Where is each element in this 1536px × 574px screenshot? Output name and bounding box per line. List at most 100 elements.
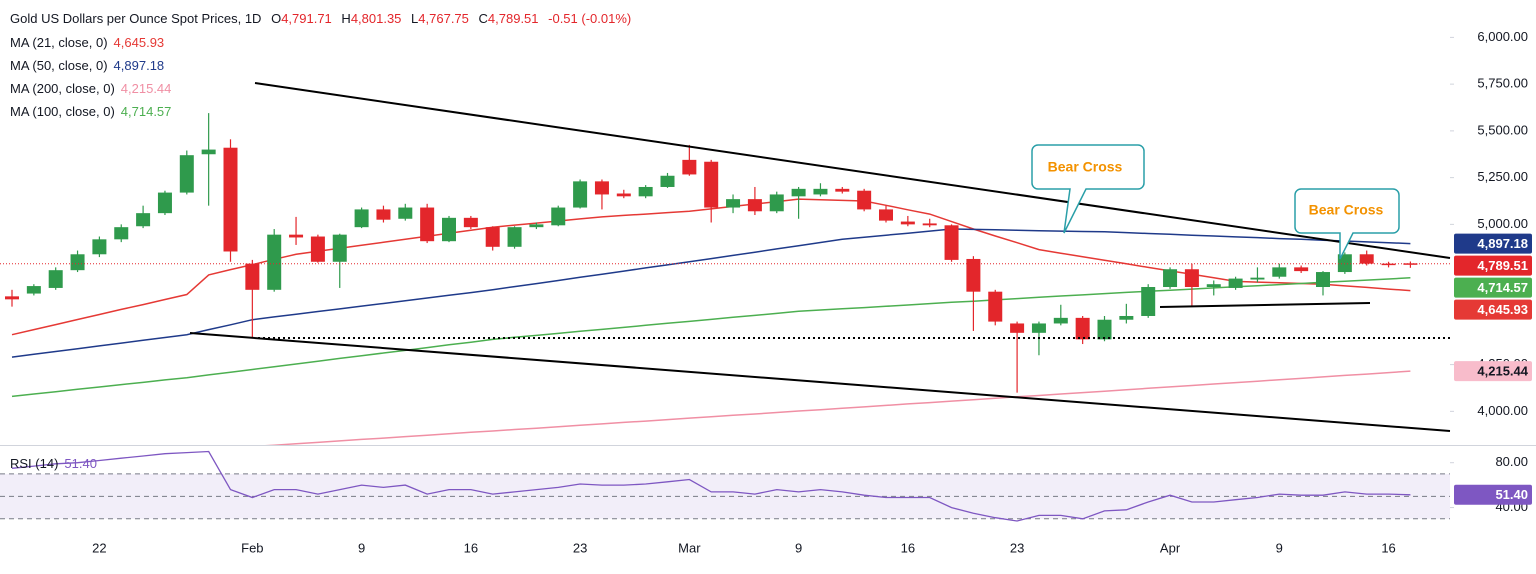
candle-body [1316,272,1330,288]
candle-body [26,286,41,294]
trendline [254,82,1451,259]
price-label: 4,215.44 [1477,364,1528,379]
candle-body [594,181,609,195]
candle-body [944,225,959,260]
trendline [189,332,1451,432]
axes: 6,000.00 5,750.00 5,500.00 5,250.00 5,000.00… [92,29,1532,555]
rsi-label-box [1454,484,1532,505]
candle-body [201,149,216,155]
x-tick-label: 9 [795,540,802,555]
legend-value: 4,714.57 [121,104,172,119]
candle-body [1141,287,1156,316]
candle-body [1206,284,1221,288]
rsi-label: 51.40 [1495,487,1528,502]
ohlc-key: O [271,11,281,26]
candle-body [1184,269,1199,288]
candle-body [245,263,260,290]
x-tick-label: 22 [92,540,106,555]
rsi-plot [0,450,1450,522]
candle-body [1228,278,1243,288]
candle-body [310,236,325,262]
candle-body [988,291,1003,322]
candle-body [376,209,391,220]
change: -0.51 (-0.01%) [548,11,631,26]
legend-name: MA (21, close, 0) [10,35,108,50]
price-label: 4,645.93 [1477,302,1528,317]
ohlc-value: 4,791.71 [281,11,332,26]
ohlc-value: 4,801.35 [351,11,402,26]
candle-body [1272,267,1287,277]
candle-body [1294,267,1309,272]
callout [1031,144,1145,234]
annotation: Bear Cross [1309,202,1384,218]
candle-body [835,188,850,192]
legend-entry: MA (100, close, 0) 4,714.57 [10,104,171,119]
y-tick-label: 80.00 [1495,454,1528,469]
candle-body [966,258,981,292]
rsi-value: 51.40 [64,456,97,471]
candle-body [769,194,784,212]
candle-body [726,199,741,208]
legend-name: MA (200, close, 0) [10,81,115,96]
candle-body [922,223,937,226]
candle-body [289,234,304,238]
legend-entry: MA (50, close, 0) 4,897.18 [10,58,164,73]
candle-body [857,190,872,210]
legend-name: MA (100, close, 0) [10,104,115,119]
x-tick-label: Apr [1160,540,1181,555]
rsi-name: RSI (14) [10,456,58,471]
y-tick-label: 5,750.00 [1477,76,1528,91]
candle-body [879,209,893,221]
candle-body [442,217,456,242]
price-label-box [1454,255,1532,276]
x-tick-label: Mar [678,540,701,555]
candle-body [638,186,653,197]
candle-body [157,192,172,214]
ohlc-key: L [411,11,418,26]
candle-body [813,188,828,195]
candle-body [529,224,544,228]
candle-body [332,234,347,262]
x-tick-label: 16 [901,540,915,555]
rsi-line [11,450,1411,522]
annotation: Bear Cross [1048,159,1123,175]
candle-body [354,209,369,228]
candle-body [573,181,588,208]
candle-body [92,239,107,255]
candle-body [1119,315,1134,320]
candle-body [900,221,915,225]
candle-body [1075,317,1090,340]
y-tick-label: 5,250.00 [1477,169,1528,184]
ohlc-key: C [479,11,488,26]
candle-body [485,227,500,247]
candle-body [747,199,762,212]
candle-body [1250,277,1265,280]
candle-body [791,188,806,197]
x-tick-label: 23 [573,540,587,555]
price-label-box [1454,361,1532,382]
candle-body [616,193,631,197]
legend-entry: MA (21, close, 0) 4,645.93 [10,35,164,50]
candle-body [420,207,435,242]
y-tick-label: 4,000.00 [1477,403,1528,418]
price-label-box [1454,277,1532,298]
candle-body [1163,269,1178,288]
ohlc-value: 4,789.51 [488,11,539,26]
moving-average [264,370,1411,445]
candle-body [1359,254,1374,264]
candle-body [398,207,413,219]
legend-name: MA (50, close, 0) [10,58,108,73]
chart-title: Gold US Dollars per Ounce Spot Prices, 1… [10,11,261,26]
rsi-legend: RSI (14) 51.40 [10,456,97,471]
moving-average [11,228,1411,358]
candle-body [136,213,151,227]
support-line [1159,302,1371,308]
legend-value: 4,645.93 [114,35,165,50]
x-tick-label: 9 [358,540,365,555]
legend: Gold US Dollars per Ounce Spot Prices, 1… [10,11,631,471]
candle-body [660,175,675,187]
price-plot [0,113,1450,445]
price-label: 4,897.18 [1477,236,1528,251]
